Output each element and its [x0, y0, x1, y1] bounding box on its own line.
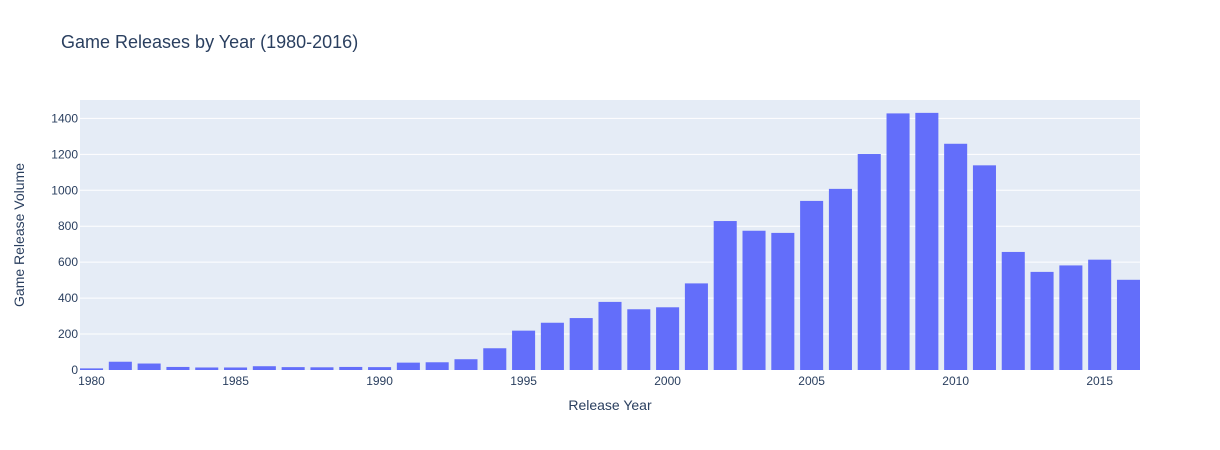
bar-1998[interactable]	[598, 301, 622, 370]
bar-1997[interactable]	[569, 318, 593, 370]
bar-2015[interactable]	[1088, 259, 1112, 370]
bar-2004[interactable]	[771, 232, 795, 370]
y-axis-title: Game Release Volume	[11, 163, 27, 307]
y-tick-label: 800	[58, 219, 78, 233]
bar-1983[interactable]	[166, 366, 190, 370]
y-tick-label: 200	[58, 327, 78, 341]
y-tick-label: 400	[58, 291, 78, 305]
x-tick-label: 2000	[654, 374, 681, 388]
y-axis-ticks: 0 200 400 600 800 1000 1200 1400	[51, 111, 78, 377]
bar-2003[interactable]	[742, 230, 766, 370]
bar-1984[interactable]	[195, 367, 219, 370]
bar-1987[interactable]	[281, 367, 305, 370]
bar-1992[interactable]	[425, 362, 449, 370]
x-axis-ticks: 1980 1985 1990 1995 2000 2005 2010 2015	[78, 374, 1113, 388]
bar-1991[interactable]	[396, 362, 420, 370]
y-tick-label: 600	[58, 255, 78, 269]
bar-2001[interactable]	[684, 283, 708, 370]
bar-1981[interactable]	[108, 361, 132, 370]
bar-1985[interactable]	[224, 367, 248, 370]
bars	[80, 112, 1140, 371]
bar-2013[interactable]	[1030, 271, 1054, 370]
x-tick-label: 1995	[510, 374, 537, 388]
bar-1994[interactable]	[483, 348, 507, 370]
bar-1988[interactable]	[310, 367, 334, 370]
bar-1995[interactable]	[512, 330, 536, 370]
bar-1990[interactable]	[368, 367, 392, 370]
bar-1996[interactable]	[540, 322, 564, 370]
bar-2010[interactable]	[944, 143, 968, 370]
bar-1993[interactable]	[454, 359, 478, 370]
x-tick-label: 1980	[78, 374, 105, 388]
bar-2009[interactable]	[915, 112, 939, 371]
bar-2012[interactable]	[1001, 251, 1025, 370]
bar-2000[interactable]	[656, 307, 680, 370]
bar-1982[interactable]	[137, 363, 161, 370]
chart-title: Game Releases by Year (1980-2016)	[61, 32, 359, 52]
bar-2006[interactable]	[828, 188, 852, 370]
x-tick-label: 1985	[222, 374, 249, 388]
bar-2007[interactable]	[857, 154, 881, 370]
x-tick-label: 1990	[366, 374, 393, 388]
bar-2008[interactable]	[886, 113, 910, 371]
x-axis-title: Release Year	[568, 397, 652, 413]
y-tick-label: 1200	[51, 147, 78, 161]
bar-2011[interactable]	[972, 165, 996, 370]
y-tick-label: 1400	[51, 111, 78, 125]
bar-1986[interactable]	[252, 366, 276, 370]
x-tick-label: 2010	[942, 374, 969, 388]
bar-1980[interactable]	[80, 368, 104, 370]
bar-1989[interactable]	[339, 366, 363, 370]
bar-2016[interactable]	[1116, 279, 1140, 370]
bar-2005[interactable]	[800, 200, 824, 370]
bar-1999[interactable]	[627, 309, 651, 370]
x-tick-label: 2005	[798, 374, 825, 388]
y-tick-label: 1000	[51, 183, 78, 197]
bar-2002[interactable]	[713, 221, 737, 370]
y-tick-label: 0	[71, 363, 78, 377]
x-tick-label: 2015	[1086, 374, 1113, 388]
bar-2014[interactable]	[1059, 265, 1083, 370]
